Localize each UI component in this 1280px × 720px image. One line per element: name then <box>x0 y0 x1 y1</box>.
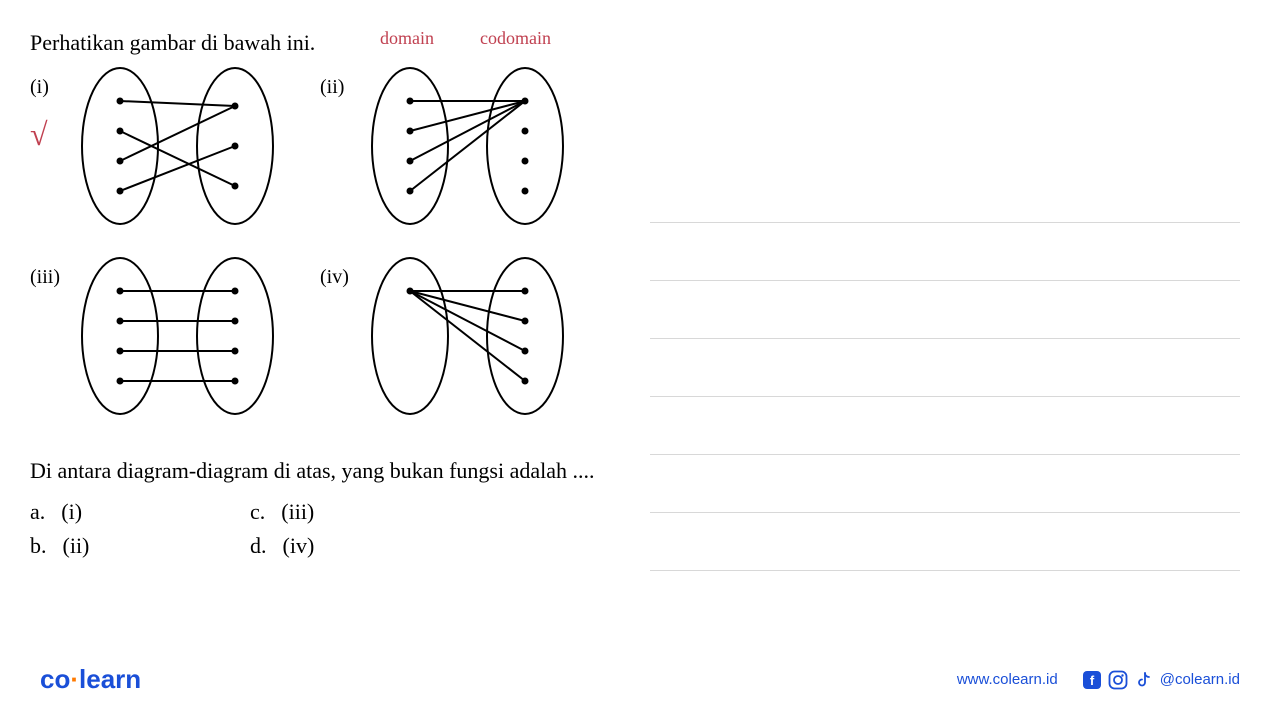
title-row: Perhatikan gambar di bawah ini. domain c… <box>30 30 630 56</box>
dots-iii <box>117 288 239 385</box>
diagram-svg-iii <box>75 256 285 426</box>
diagram-label-iv: (iv) <box>320 266 349 289</box>
option-c-value: (iii) <box>281 499 314 525</box>
diagram-iv: (iv) <box>320 256 610 436</box>
note-line <box>650 513 1240 571</box>
diagram-iii: (iii) <box>30 256 320 436</box>
note-line <box>650 281 1240 339</box>
footer: co·learn www.colearn.id f @colearn.id <box>0 664 1280 695</box>
diagram-label-iii: (iii) <box>30 266 60 289</box>
annotation-codomain: codomain <box>480 28 551 49</box>
logo-learn: learn <box>79 664 141 694</box>
website-text: www.colearn.id <box>957 671 1058 688</box>
option-c: c. (iii) <box>250 499 450 525</box>
diagram-svg-i <box>75 66 285 236</box>
svg-text:f: f <box>1090 673 1095 688</box>
lines-i <box>120 101 235 191</box>
option-d-value: (iv) <box>283 533 315 559</box>
option-b: b. (ii) <box>30 533 230 559</box>
option-c-letter: c. <box>250 499 265 525</box>
logo-co: co <box>40 664 70 694</box>
content-area: Perhatikan gambar di bawah ini. domain c… <box>30 30 630 559</box>
notes-lines <box>650 165 1240 571</box>
logo: co·learn <box>40 664 141 695</box>
socials: f @colearn.id <box>1082 670 1240 690</box>
note-line <box>650 339 1240 397</box>
diagram-i: (i) √ <box>30 66 320 246</box>
option-a-letter: a. <box>30 499 45 525</box>
lines-ii <box>410 101 525 191</box>
option-b-value: (ii) <box>63 533 90 559</box>
diagram-label-i: (i) <box>30 76 49 99</box>
logo-dot: · <box>70 664 79 694</box>
diagrams-grid: (i) √ (ii) (iii) <box>30 66 630 436</box>
diagram-svg-iv <box>365 256 575 426</box>
option-a: a. (i) <box>30 499 230 525</box>
note-line <box>650 165 1240 223</box>
tiktok-icon <box>1134 670 1154 690</box>
option-d-letter: d. <box>250 533 267 559</box>
note-line <box>650 455 1240 513</box>
lines-iv <box>410 291 525 381</box>
diagram-label-ii: (ii) <box>320 76 344 99</box>
lines-iii <box>120 291 235 381</box>
question-text: Di antara diagram-diagram di atas, yang … <box>30 456 630 487</box>
instagram-icon <box>1108 670 1128 690</box>
annotation-domain: domain <box>380 28 434 49</box>
diagram-ii: (ii) <box>320 66 610 246</box>
options-grid: a. (i) c. (iii) b. (ii) d. (iv) <box>30 499 630 559</box>
facebook-icon: f <box>1082 670 1102 690</box>
option-d: d. (iv) <box>250 533 450 559</box>
note-line <box>650 397 1240 455</box>
title-text: Perhatikan gambar di bawah ini. <box>30 30 315 55</box>
social-handle: @colearn.id <box>1160 671 1240 688</box>
note-line <box>650 223 1240 281</box>
diagram-svg-ii <box>365 66 575 236</box>
option-a-value: (i) <box>61 499 82 525</box>
checkmark-icon: √ <box>30 116 48 153</box>
footer-right: www.colearn.id f @colearn.id <box>957 670 1240 690</box>
option-b-letter: b. <box>30 533 47 559</box>
